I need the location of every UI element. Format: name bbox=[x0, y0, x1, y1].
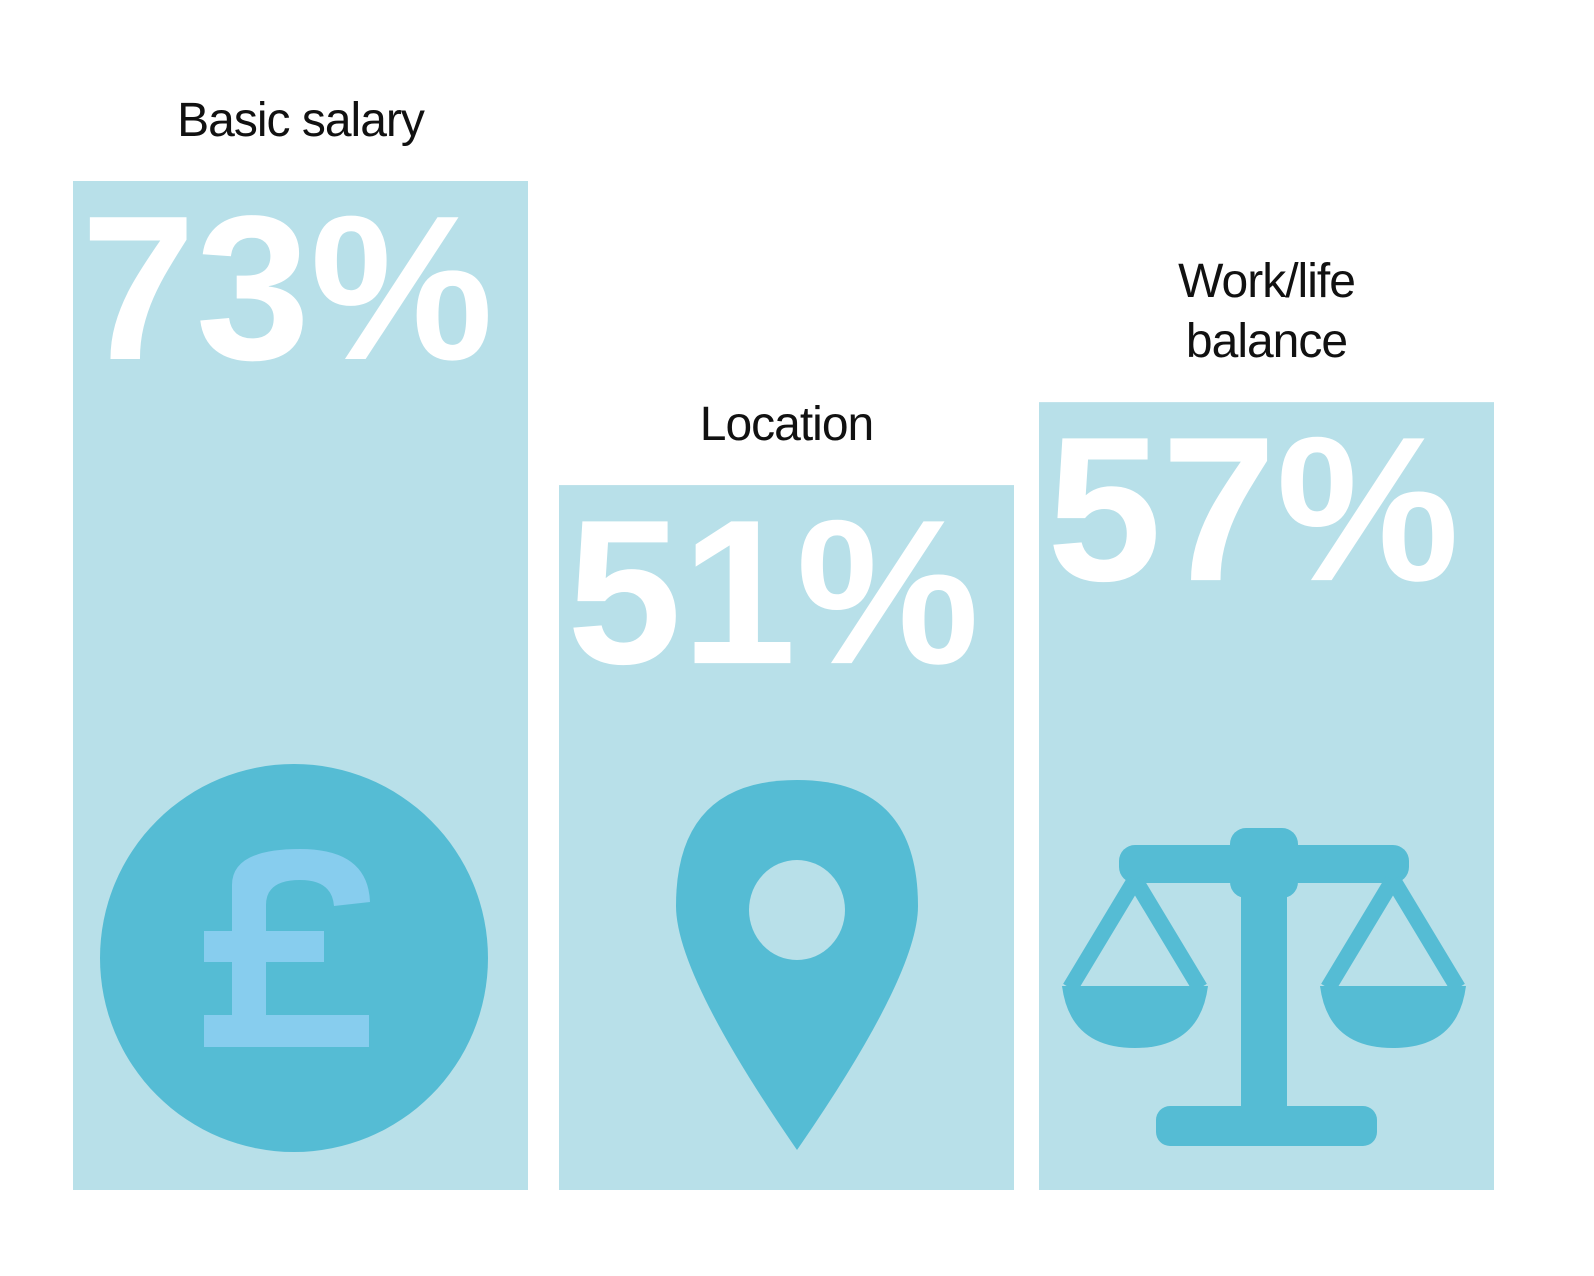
value-label: 57% bbox=[1047, 394, 1459, 624]
scales-icon bbox=[1062, 828, 1466, 1146]
icons bbox=[100, 764, 1466, 1152]
value-labels: 73% 51% 57% bbox=[81, 173, 1459, 707]
value-label: 73% bbox=[81, 173, 493, 403]
category-label: Basic salary bbox=[177, 94, 425, 147]
pin-icon bbox=[676, 780, 918, 1150]
category-label: Work/life balance bbox=[1178, 255, 1356, 369]
pin-hole bbox=[749, 860, 845, 960]
pound-icon bbox=[204, 849, 370, 1047]
category-label: Location bbox=[699, 398, 874, 452]
value-label: 51% bbox=[567, 477, 979, 707]
